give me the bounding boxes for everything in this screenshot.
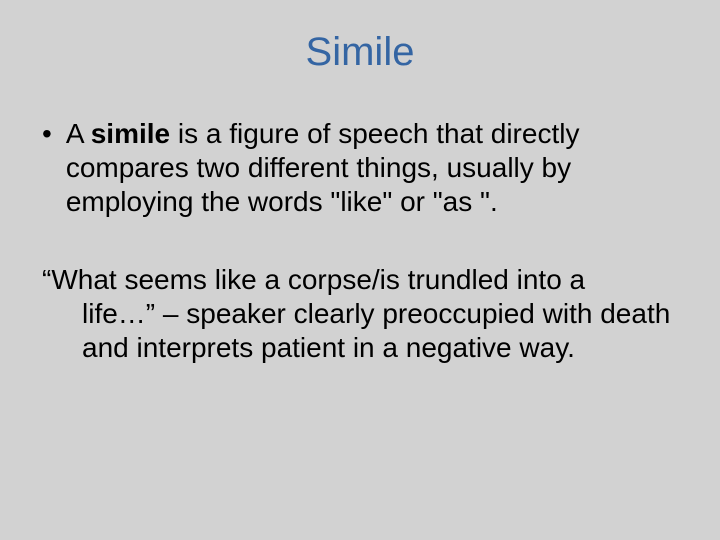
- quote-line-2: life…” – speaker clearly preoccupied wit…: [42, 297, 690, 365]
- slide-title: Simile: [30, 30, 690, 75]
- bullet-marker: •: [42, 117, 52, 151]
- slide: Simile • A simile is a figure of speech …: [0, 0, 720, 540]
- quote-text: “What seems like a corpse/is trundled in…: [42, 263, 690, 365]
- quote-paragraph: “What seems like a corpse/is trundled in…: [42, 263, 690, 365]
- bullet-item: • A simile is a figure of speech that di…: [42, 117, 690, 219]
- bullet-pre: A: [66, 118, 91, 149]
- bullet-bold-term: simile: [91, 118, 170, 149]
- quote-line-1: “What seems like a corpse/is trundled in…: [42, 263, 690, 297]
- bullet-text: A simile is a figure of speech that dire…: [66, 117, 690, 219]
- slide-body: • A simile is a figure of speech that di…: [30, 117, 690, 365]
